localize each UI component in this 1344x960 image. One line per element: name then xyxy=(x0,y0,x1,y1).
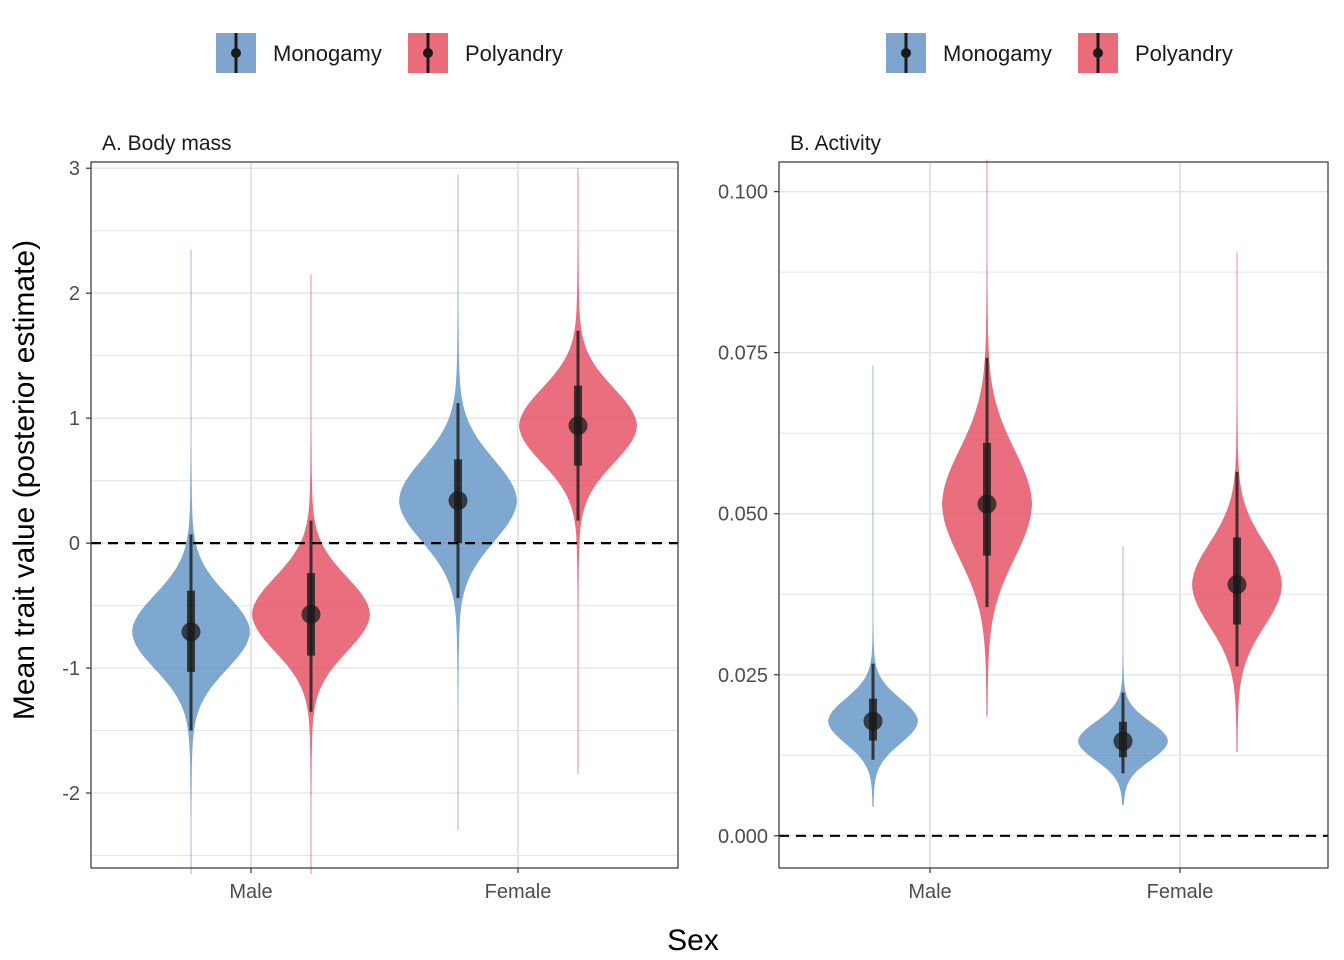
median-point xyxy=(181,622,201,642)
panel-border xyxy=(778,161,1329,869)
y-tick-label: 0.075 xyxy=(718,343,768,365)
violin-body xyxy=(828,365,918,807)
y-tick-label: 0.000 xyxy=(718,826,768,848)
panel-activity: 0.000 0.025 0.050 0.075 0.100 Male Female xyxy=(718,159,1329,903)
legend-key-polyandry xyxy=(1078,33,1118,73)
y-tick-label: -2 xyxy=(62,783,80,805)
violin-monogamy-female xyxy=(399,174,517,831)
violin-body xyxy=(1078,545,1168,805)
violin-polyandry-female xyxy=(519,168,637,775)
x-tick-label: Female xyxy=(485,881,552,903)
legend-key-polyandry xyxy=(408,33,448,73)
legend-key-monogamy xyxy=(886,33,926,73)
y-tick-label: 3 xyxy=(69,158,80,180)
x-axis-title: Sex xyxy=(667,924,719,957)
violin-polyandry-male xyxy=(252,274,370,875)
y-tick-label: -1 xyxy=(62,658,80,680)
y-axis-title: Mean trait value (posterior estimate) xyxy=(8,240,41,720)
y-tick-label: 0.025 xyxy=(718,665,768,687)
median-point xyxy=(568,416,588,436)
violin-polyandry-male xyxy=(942,159,1032,717)
legend-label-polyandry: Polyandry xyxy=(1135,41,1233,66)
x-tick-label: Male xyxy=(908,881,951,903)
y-tick-label: 0 xyxy=(69,533,80,555)
median-point xyxy=(301,604,321,624)
violin-monogamy-male xyxy=(132,249,250,875)
y-tick-label: 2 xyxy=(69,283,80,305)
y-tick-label: 1 xyxy=(69,408,80,430)
violin-polyandry-female xyxy=(1192,252,1282,753)
panel-body-mass: -2 -1 0 1 2 3 Male Female xyxy=(62,158,679,903)
x-tick-label: Male xyxy=(229,881,272,903)
legend-label-monogamy: Monogamy xyxy=(273,41,382,66)
median-point xyxy=(1227,575,1247,595)
legend-left: Monogamy Polyandry xyxy=(216,33,563,73)
legend-right: Monogamy Polyandry xyxy=(886,33,1233,73)
legend-label-monogamy: Monogamy xyxy=(943,41,1052,66)
panel-border xyxy=(90,161,679,869)
panel-background xyxy=(91,162,678,868)
median-point xyxy=(977,494,997,514)
y-tick-label: 0.050 xyxy=(718,504,768,526)
legend-label-polyandry: Polyandry xyxy=(465,41,563,66)
legend-key-monogamy xyxy=(216,33,256,73)
median-point xyxy=(1113,731,1133,751)
x-tick-label: Female xyxy=(1147,881,1214,903)
median-point xyxy=(448,491,468,511)
violin-monogamy-female xyxy=(1078,545,1168,805)
violin-monogamy-male xyxy=(828,365,918,807)
panel-b-title: B. Activity xyxy=(790,132,882,155)
median-point xyxy=(863,711,883,731)
panel-a-title: A. Body mass xyxy=(102,132,232,155)
y-tick-label: 0.100 xyxy=(718,182,768,204)
